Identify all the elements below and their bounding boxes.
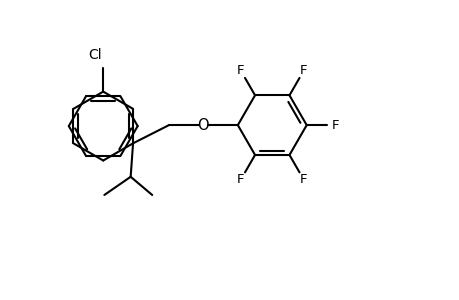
Text: F: F bbox=[299, 173, 307, 186]
Text: O: O bbox=[197, 118, 209, 133]
Text: F: F bbox=[236, 64, 244, 77]
Text: F: F bbox=[331, 118, 338, 132]
Text: Cl: Cl bbox=[88, 48, 101, 62]
Text: F: F bbox=[236, 173, 244, 186]
Text: F: F bbox=[299, 64, 307, 77]
